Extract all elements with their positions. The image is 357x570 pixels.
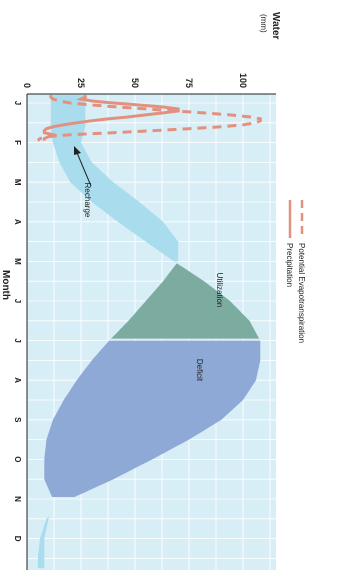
y-axis-unit: (mm) — [259, 14, 268, 33]
x-tick-label: F — [13, 140, 22, 145]
x-tick-label: D — [13, 536, 22, 542]
y-axis-title: Water — [270, 12, 281, 40]
y-tick-label: 25 — [76, 78, 86, 88]
x-tick-label: N — [13, 496, 22, 502]
annotations: Recharge Utilization Deficit — [74, 146, 224, 382]
annotation-recharge: Recharge — [83, 183, 92, 218]
tick-labels: 0 25 50 75 100 J F M A M J J A S O N D — [13, 73, 248, 542]
x-tick-label: M — [13, 179, 22, 186]
y-tick-label: 75 — [184, 78, 194, 88]
y-tick-label: 50 — [130, 78, 140, 88]
x-tick-label: J — [13, 101, 22, 105]
area-fills — [37, 95, 261, 569]
y-tick-label: 0 — [22, 83, 32, 88]
area-utilization — [111, 263, 260, 339]
recharge-arrow-head — [74, 146, 81, 155]
legend-label-pet: Potential Evapotranspiration — [297, 243, 306, 343]
legend: Potential Evapotranspiration Precipitati… — [285, 200, 306, 343]
y-tick-label: 100 — [238, 73, 248, 88]
series-lines — [36, 95, 262, 142]
series-line-precip — [42, 95, 180, 141]
recharge-arrow-line — [74, 147, 92, 187]
x-tick-label: J — [13, 299, 22, 303]
area-recharge — [37, 516, 49, 569]
annotation-utilization: Utilization — [215, 273, 224, 308]
x-tick-label: A — [13, 219, 22, 225]
x-tick-label: O — [13, 456, 22, 462]
legend-label-precip: Precipitation — [285, 243, 294, 287]
x-tick-label: S — [13, 417, 22, 423]
axes — [26, 93, 276, 570]
annotation-deficit: Deficit — [195, 359, 204, 382]
series-line-pet — [36, 95, 262, 142]
x-tick-label: A — [13, 377, 22, 383]
x-tick-label: J — [13, 338, 22, 342]
x-axis-title: Month — [0, 270, 11, 300]
area-recharge — [50, 95, 179, 262]
area-deficit — [44, 340, 261, 497]
axis-labels: Water (mm) Month — [0, 12, 281, 300]
x-tick-label: M — [13, 258, 22, 265]
